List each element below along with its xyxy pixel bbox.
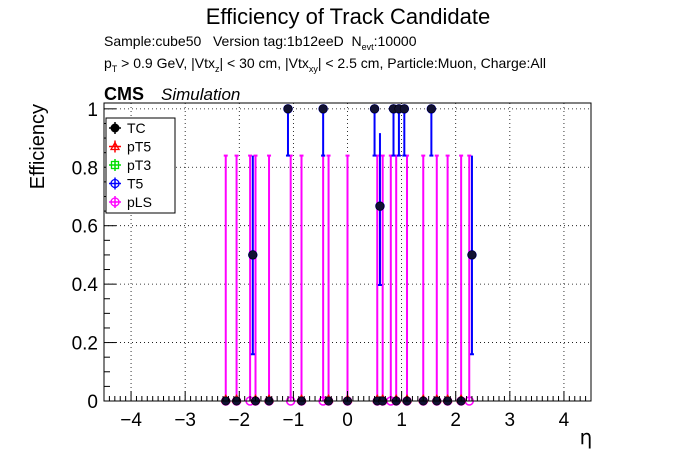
legend-label: T5 — [127, 176, 144, 192]
x-tick-label: 4 — [559, 410, 570, 431]
version-prefix: Version tag: — [212, 33, 287, 49]
legend-marker — [110, 178, 120, 189]
simulation-label: Simulation — [161, 85, 241, 104]
legend-label: TC — [127, 120, 146, 136]
x-tick-label: −3 — [174, 410, 196, 431]
x-tick-label: −1 — [283, 410, 305, 431]
nevt-value: :10000 — [373, 33, 417, 49]
legend-marker — [110, 197, 120, 207]
legend-label: pT5 — [127, 139, 151, 155]
data-layer — [220, 104, 477, 406]
x-tick-label: 1 — [396, 410, 407, 431]
y-tick-label: 0.8 — [72, 158, 98, 179]
chart-title: Efficiency of Track Candidate — [205, 4, 491, 29]
x-tick-label: 2 — [450, 410, 461, 431]
nevt-letter: N — [351, 33, 362, 49]
legend-marker — [110, 123, 120, 133]
cut-vtxz-subscript: z — [214, 63, 220, 74]
x-tick-label: −2 — [228, 410, 250, 431]
legend-marker — [110, 160, 120, 170]
legend: TC pT5 pT3 T5 pLS — [105, 117, 176, 214]
cut-pt: p — [104, 55, 112, 71]
y-tick-label: 1 — [87, 100, 98, 121]
tc-point — [248, 250, 258, 260]
cut-vtxz-rest: | < 30 cm, |Vtx — [219, 55, 309, 71]
cut-vtxxy-subscript: xy — [308, 63, 318, 74]
cut-pt-rest: > 0.9 GeV, |Vtx — [117, 55, 215, 71]
tc-point — [467, 250, 477, 260]
tc-point — [370, 104, 380, 114]
sample-name: cube50 — [155, 33, 202, 49]
x-tick-label: 3 — [505, 410, 516, 431]
x-tick-label: −4 — [120, 410, 142, 431]
y-tick-label: 0.2 — [72, 334, 98, 355]
tc-point — [283, 104, 293, 114]
x-axis-label: η — [580, 425, 593, 449]
y-tick-label: 0 — [87, 392, 98, 413]
y-tick-label: 0.4 — [72, 275, 99, 296]
sample-info: Sample:cube50 Version tag:1b12eeD Nevt:1… — [104, 33, 416, 52]
y-axis-label: Efficiency — [27, 104, 49, 189]
selection-cuts: pT > 0.9 GeV, |Vtxz| < 30 cm, |Vtxxy| < … — [104, 55, 546, 74]
x-tick-label: 0 — [342, 410, 353, 431]
tc-point — [399, 104, 409, 114]
legend-label: pLS — [127, 194, 152, 210]
y-tick-label: 0.6 — [72, 217, 98, 238]
legend-marker — [109, 141, 121, 151]
cms-label: CMS — [104, 84, 144, 104]
legend-label: pT3 — [127, 157, 151, 173]
tc-point — [426, 104, 436, 114]
sample-prefix: Sample: — [104, 33, 156, 49]
cut-vtxxy-rest: | < 2.5 cm, Particle:Muon, Charge:All — [317, 55, 546, 71]
cut-pt-subscript: T — [111, 63, 118, 74]
tc-point — [318, 104, 328, 114]
version-tag: 1b12eeD — [286, 33, 344, 49]
tc-point — [375, 201, 385, 211]
axis-layer: −4 −3 −2 −1 0 1 2 3 4 0 0.2 0.4 0.6 0.8 1 — [72, 100, 592, 431]
nevt-subscript: evt — [361, 41, 374, 52]
